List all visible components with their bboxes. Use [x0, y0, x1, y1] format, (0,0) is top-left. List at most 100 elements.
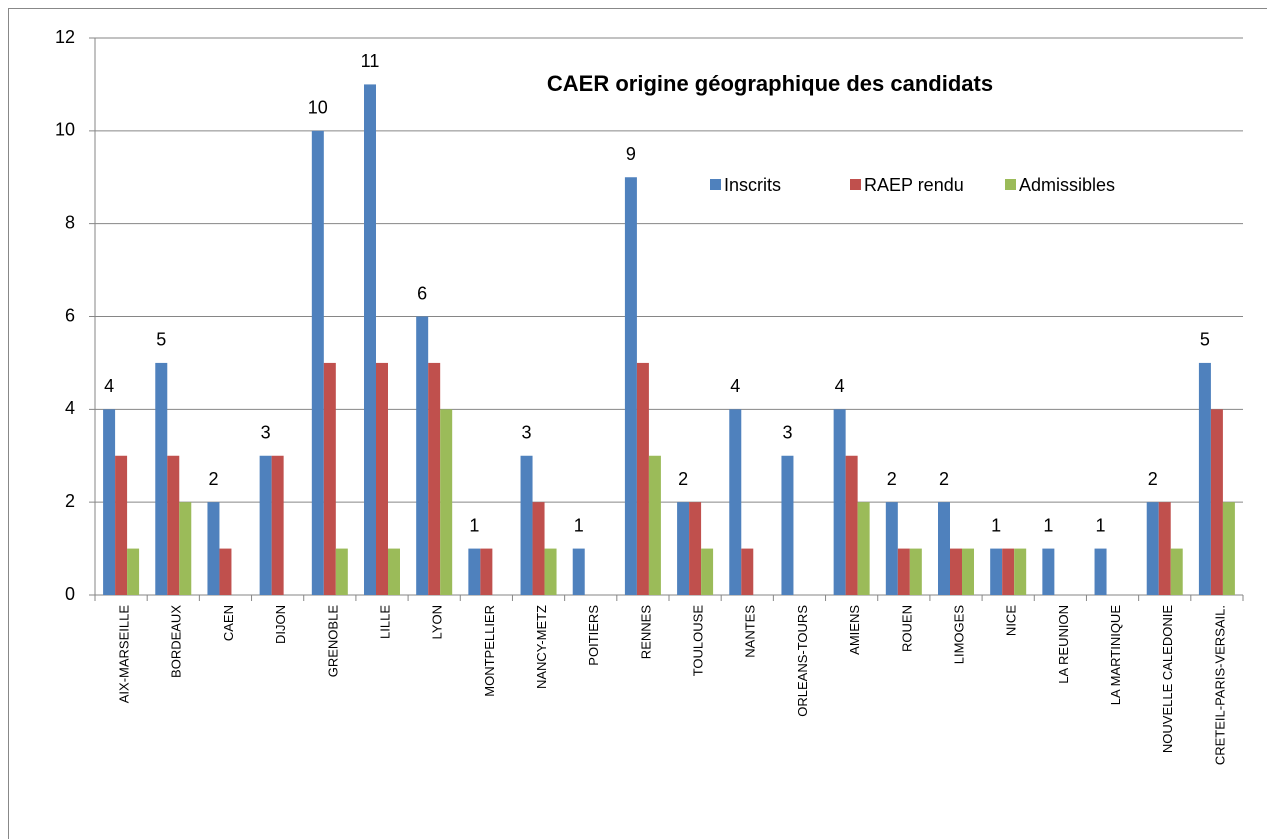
bar	[416, 316, 429, 595]
data-label: 2	[678, 469, 688, 489]
bar	[271, 455, 284, 595]
data-label: 11	[361, 51, 380, 71]
chart-title: CAER origine géographique des candidats	[547, 71, 993, 96]
bar	[480, 548, 493, 595]
legend-label: Inscrits	[724, 175, 781, 195]
y-tick-label: 0	[65, 584, 75, 604]
data-label: 3	[782, 423, 792, 443]
bar	[544, 548, 557, 595]
bar	[1002, 548, 1015, 595]
data-label: 5	[156, 330, 166, 350]
x-tick-label: TOULOUSE	[691, 605, 706, 677]
bar	[428, 362, 441, 595]
bar	[440, 409, 453, 595]
bar	[1014, 548, 1027, 595]
x-tick-label: AIX-MARSEILLE	[117, 605, 132, 704]
bar	[950, 548, 962, 595]
data-label: 1	[1043, 515, 1053, 535]
x-tick-label: RENNES	[638, 605, 653, 660]
bar	[335, 548, 348, 595]
bar	[729, 409, 742, 595]
legend-label: Admissibles	[1019, 175, 1115, 195]
chart-border	[8, 8, 1267, 839]
x-tick-label: CRETEIL-PARIS-VERSAIL.	[1212, 605, 1227, 765]
data-label: 2	[208, 469, 218, 489]
bar	[1198, 362, 1211, 595]
bar	[677, 502, 690, 595]
bar	[179, 502, 192, 595]
x-tick-label: POITIERS	[586, 605, 601, 666]
x-tick-label: NOUVELLE CALEDONIE	[1160, 605, 1175, 753]
y-tick-label: 6	[65, 305, 75, 325]
bar	[1170, 548, 1183, 595]
bar	[962, 548, 974, 595]
data-label: 10	[308, 98, 328, 118]
data-label: 1	[574, 515, 584, 535]
x-tick-label: ORLEANS-TOURS	[795, 605, 810, 717]
x-tick-label: LA REUNION	[1056, 605, 1071, 684]
y-tick-label: 12	[55, 27, 75, 47]
bar	[701, 548, 714, 595]
data-label: 2	[939, 469, 949, 489]
data-label: 9	[626, 144, 636, 164]
x-tick-label: NANTES	[743, 605, 758, 658]
data-label: 2	[887, 469, 897, 489]
x-tick-label: LILLE	[377, 605, 392, 639]
data-label: 2	[1148, 469, 1158, 489]
bar	[219, 548, 232, 595]
legend-swatch	[1005, 179, 1016, 190]
data-label: 4	[730, 376, 740, 396]
data-label: 3	[261, 423, 271, 443]
data-label: 1	[991, 515, 1001, 535]
data-label: 4	[104, 376, 114, 396]
x-tick-label: LYON	[430, 605, 445, 639]
bar	[938, 502, 950, 595]
bar	[741, 548, 754, 595]
legend-swatch	[850, 179, 861, 190]
bar	[207, 502, 220, 595]
bar	[520, 455, 533, 595]
bar	[990, 548, 1003, 595]
bar	[885, 502, 898, 595]
bar	[1146, 502, 1159, 595]
bar	[909, 548, 922, 595]
bar	[259, 455, 272, 595]
bar	[624, 177, 637, 595]
x-tick-label: DIJON	[273, 605, 288, 644]
x-tick-label: GRENOBLE	[325, 605, 340, 678]
bar	[115, 455, 128, 595]
bar	[167, 455, 180, 595]
bar	[857, 502, 870, 595]
x-tick-label: ROUEN	[899, 605, 914, 652]
legend-swatch	[710, 179, 721, 190]
bar	[1210, 409, 1223, 595]
data-label: 3	[522, 423, 532, 443]
bar	[155, 362, 168, 595]
data-label: 1	[1096, 515, 1106, 535]
bar	[376, 362, 388, 595]
legend-label: RAEP rendu	[864, 175, 964, 195]
y-tick-label: 2	[65, 491, 75, 511]
x-tick-label: LA MARTINIQUE	[1108, 605, 1123, 706]
x-tick-label: NICE	[1004, 605, 1019, 636]
bar	[311, 130, 324, 596]
bar	[689, 502, 702, 595]
bar	[468, 548, 481, 595]
bar	[781, 455, 794, 595]
x-tick-label: LIMOGES	[951, 605, 966, 665]
bar	[648, 455, 661, 595]
bar	[636, 362, 649, 595]
bar	[1222, 502, 1235, 595]
x-tick-label: CAEN	[221, 605, 236, 641]
bar	[833, 409, 846, 595]
bar	[1158, 502, 1171, 595]
bar	[364, 84, 376, 596]
bar	[1042, 548, 1055, 595]
bar	[897, 548, 910, 595]
bar	[1094, 548, 1107, 595]
data-label: 6	[417, 283, 427, 303]
x-tick-label: MONTPELLIER	[482, 605, 497, 697]
data-label: 5	[1200, 330, 1210, 350]
y-tick-label: 8	[65, 212, 75, 232]
